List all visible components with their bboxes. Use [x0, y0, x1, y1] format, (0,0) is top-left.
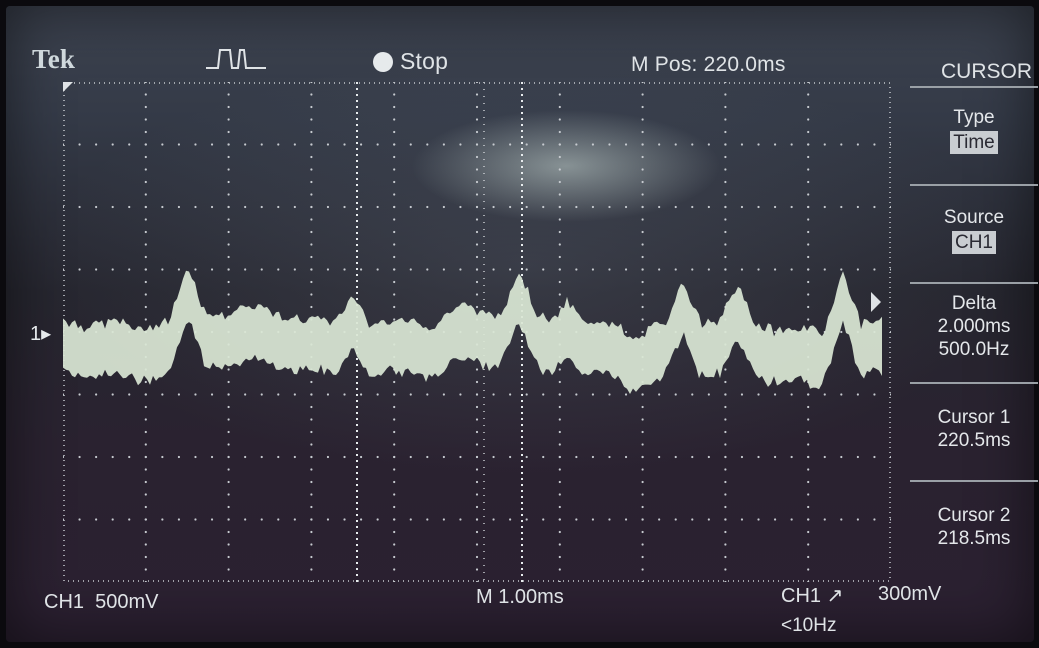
menu-item-value: Time — [950, 131, 998, 154]
run-state-label: Stop — [400, 48, 449, 74]
timebase-readout: M 1.00ms — [476, 586, 564, 608]
trigger-position-icon — [63, 82, 73, 92]
grid-dots — [63, 82, 891, 582]
trigger-level-icon — [871, 292, 881, 312]
menu-item-label: Type — [953, 107, 995, 128]
menu-divider — [910, 282, 1038, 284]
trigger-source-readout: CH1 ↗ — [781, 583, 843, 608]
trigger-source: CH1 — [781, 585, 822, 607]
cursor-menu: CURSOR Type Time Source CH1 Delta 2.000m… — [890, 56, 1039, 576]
trigger-frequency-readout: <10Hz — [781, 615, 837, 636]
menu-item-value: 220.5ms — [937, 430, 1011, 451]
ch1-ground-marker: 1▸ — [30, 323, 52, 345]
horizontal-position-readout: M Pos: 220.0ms — [631, 53, 786, 76]
menu-divider — [910, 480, 1038, 482]
trigger-level-readout: 300mV — [878, 583, 942, 605]
menu-item-label: Cursor 1 — [937, 407, 1011, 428]
run-state-indicator-icon — [373, 52, 393, 72]
menu-item-label: Cursor 2 — [937, 505, 1011, 526]
menu-item-cursor-2[interactable]: Cursor 2 218.5ms — [908, 504, 1039, 550]
menu-item-delta[interactable]: Delta 2.000ms 500.0Hz — [908, 292, 1039, 361]
menu-divider — [910, 184, 1038, 186]
menu-divider — [910, 382, 1038, 384]
menu-item-value: 2.000ms — [937, 316, 1011, 337]
ch1-scale-readout: CH1 500mV — [44, 591, 159, 613]
menu-item-value-secondary: 500.0Hz — [938, 339, 1010, 360]
brand-logo: Tek — [32, 44, 76, 74]
menu-divider — [910, 86, 1038, 88]
menu-item-type[interactable]: Type Time — [908, 106, 1039, 154]
rising-edge-icon: ↗ — [826, 585, 844, 607]
graticule — [63, 82, 891, 582]
menu-item-label: Source — [943, 207, 1005, 228]
menu-item-source[interactable]: Source CH1 — [908, 206, 1039, 254]
menu-item-cursor-1[interactable]: Cursor 1 220.5ms — [908, 406, 1039, 452]
menu-item-value: CH1 — [951, 231, 996, 254]
menu-item-label: Delta — [951, 293, 997, 314]
ch1-marker-label: 1 — [30, 323, 42, 345]
trigger-pulse-icon — [206, 49, 266, 69]
oscilloscope-screen: Tek Stop M Pos: 220.0ms CURSOR Type Time… — [6, 6, 1038, 642]
menu-title: CURSOR — [940, 60, 1032, 83]
menu-item-value: 218.5ms — [937, 528, 1011, 549]
ch1-waveform — [63, 270, 882, 394]
